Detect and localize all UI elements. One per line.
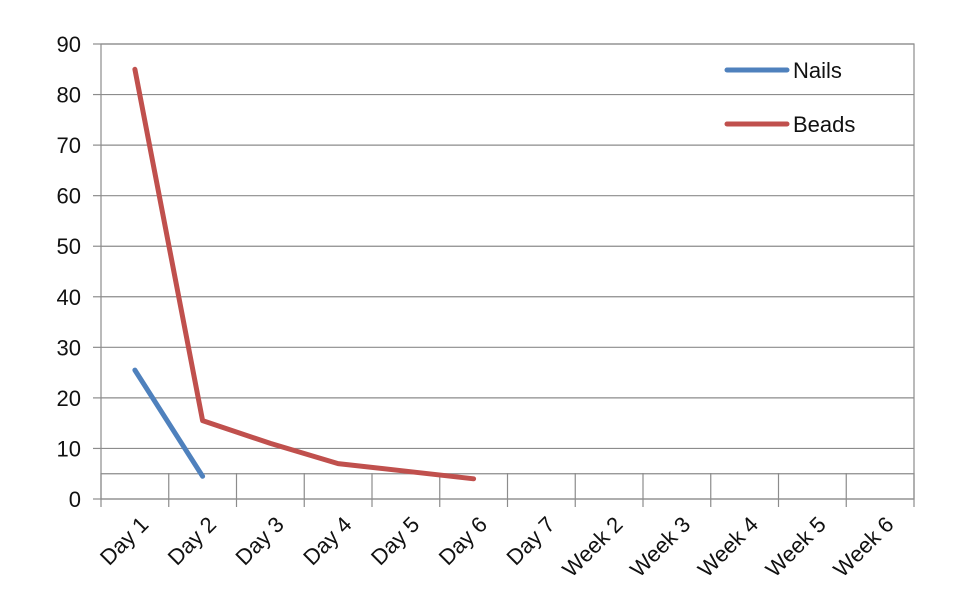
y-tick-label: 20: [57, 386, 81, 411]
x-tick-label: Day 4: [298, 512, 356, 570]
grid-lines: [101, 43, 914, 475]
y-tick-label: 80: [57, 83, 81, 108]
axes: [93, 43, 915, 507]
x-tick-label: Week 4: [693, 512, 763, 582]
y-tick-label: 10: [57, 436, 81, 461]
x-tick-label: Day 6: [434, 512, 492, 570]
y-tick-label: 90: [57, 32, 81, 57]
series-line-nails: [132, 367, 206, 479]
x-tick-label: Day 2: [163, 512, 221, 570]
x-tick-label: Day 1: [95, 512, 153, 570]
series-lines: [132, 66, 477, 482]
x-tick-label: Week 5: [761, 512, 831, 582]
y-tick-label: 0: [69, 487, 81, 512]
x-axis-tick-labels: Day 1 Day 2 Day 3 Day 4 Day 5 Day 6 Day 7Week …: [95, 512, 899, 582]
y-tick-label: 50: [57, 234, 81, 259]
x-tick-label: Day 3: [230, 512, 288, 570]
y-axis-tick-labels: 0 10 20 30 40 50 60 70 80 90: [57, 32, 81, 512]
x-tick-label: Week 3: [625, 512, 695, 582]
x-tick-label: Week 2: [557, 512, 627, 582]
series-line-beads: [132, 66, 477, 482]
y-tick-label: 70: [57, 133, 81, 158]
y-tick-label: 30: [57, 335, 81, 360]
x-tick-label: Day 5: [366, 512, 424, 570]
x-tick-label: Week 6: [828, 512, 898, 582]
y-tick-label: 40: [57, 285, 81, 310]
legend: Nails Beads: [724, 58, 855, 137]
legend-label-beads: Beads: [793, 112, 855, 137]
y-tick-label: 60: [57, 184, 81, 209]
legend-label-nails: Nails: [793, 58, 842, 83]
x-tick-label: Day 7: [501, 512, 559, 570]
